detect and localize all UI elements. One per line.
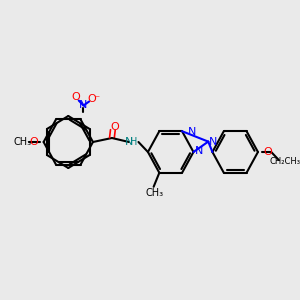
Text: O: O <box>263 147 272 157</box>
Text: O: O <box>71 92 80 103</box>
Text: H: H <box>130 137 137 147</box>
Text: CH₂CH₃: CH₂CH₃ <box>269 158 300 166</box>
Text: N: N <box>188 128 197 137</box>
Text: CH₃: CH₃ <box>14 137 32 147</box>
Text: N: N <box>195 146 204 156</box>
Text: N: N <box>79 100 88 110</box>
Text: O: O <box>110 122 119 132</box>
Text: O: O <box>88 94 96 104</box>
Text: CH₃: CH₃ <box>146 188 164 198</box>
Text: ⁻: ⁻ <box>94 94 99 104</box>
Text: N: N <box>209 136 217 147</box>
Text: N: N <box>125 137 133 147</box>
Text: O: O <box>30 137 38 147</box>
